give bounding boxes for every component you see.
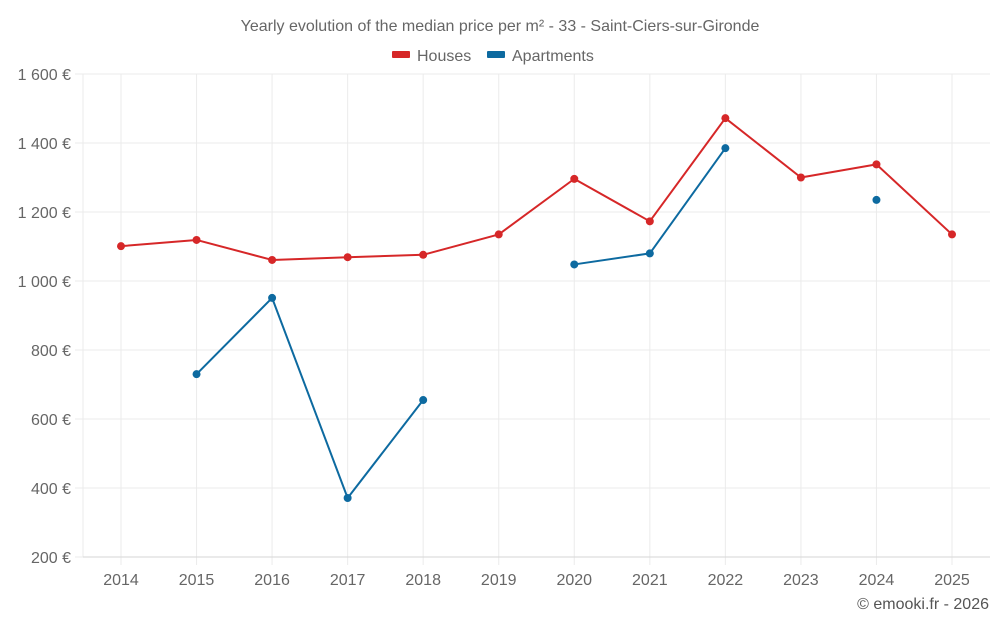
legend-item-apartments[interactable]: Apartments: [487, 48, 594, 65]
data-point-houses[interactable]: [948, 230, 956, 239]
x-tick-label: 2018: [405, 572, 441, 589]
data-point-apartments[interactable]: [343, 494, 352, 503]
x-tick-label: 2014: [103, 572, 139, 589]
series-apartments: [192, 144, 881, 503]
data-point-apartments[interactable]: [872, 195, 881, 204]
data-point-houses[interactable]: [721, 114, 730, 123]
x-tick-label: 2016: [254, 572, 290, 589]
x-tick-label: 2015: [179, 572, 215, 589]
data-point-houses[interactable]: [494, 230, 503, 239]
x-tick-label: 2020: [556, 572, 592, 589]
series-line-houses: [120, 117, 953, 261]
series-layer: [117, 114, 956, 503]
data-point-apartments[interactable]: [645, 249, 654, 258]
data-point-apartments[interactable]: [570, 260, 579, 269]
series-line-apartments: [195, 296, 424, 500]
data-point-houses[interactable]: [117, 242, 125, 251]
x-tick-label: 2019: [481, 572, 517, 589]
legend-label-houses: Houses: [417, 48, 471, 65]
data-point-apartments[interactable]: [268, 293, 277, 302]
x-tick-label: 2023: [783, 572, 819, 589]
x-tick-label: 2025: [934, 572, 970, 589]
y-tick-label: 1 600 €: [18, 67, 71, 84]
data-point-houses[interactable]: [268, 255, 277, 264]
grid: [82, 73, 990, 557]
data-point-houses[interactable]: [570, 174, 579, 183]
x-tick-label: 2024: [859, 572, 895, 589]
data-point-houses[interactable]: [796, 173, 805, 182]
y-tick-label: 800 €: [31, 343, 71, 360]
data-point-apartments[interactable]: [419, 396, 428, 405]
chart-title: Yearly evolution of the median price per…: [241, 18, 760, 35]
y-tick-label: 1 200 €: [18, 205, 71, 222]
y-tick-label: 600 €: [31, 412, 71, 429]
data-point-houses[interactable]: [645, 217, 654, 226]
y-tick-label: 1 400 €: [18, 136, 71, 153]
legend: Houses Apartments: [392, 48, 594, 65]
x-tick-label: 2017: [330, 572, 366, 589]
data-point-houses[interactable]: [192, 235, 201, 244]
y-tick-label: 1 000 €: [18, 274, 71, 291]
y-tick-label: 200 €: [31, 550, 71, 567]
x-tick-label: 2022: [708, 572, 744, 589]
y-tick-label: 400 €: [31, 481, 71, 498]
data-point-houses[interactable]: [343, 253, 352, 262]
legend-item-houses[interactable]: Houses: [392, 48, 471, 65]
x-tick-label: 2021: [632, 572, 668, 589]
data-point-houses[interactable]: [872, 160, 881, 169]
data-point-houses[interactable]: [419, 250, 428, 259]
y-axis: 200 € 400 € 600 € 800 € 1 000 € 1 200 € 1 400 …: [18, 67, 83, 567]
legend-swatch-houses: [392, 51, 410, 58]
legend-swatch-apartments: [487, 51, 505, 58]
data-point-apartments[interactable]: [721, 144, 730, 153]
data-point-apartments[interactable]: [192, 370, 201, 379]
x-axis: 2014 2015 2016 2017 2018 2019 2020 2021 2022 2023…: [83, 556, 990, 589]
credit-text: © emooki.fr - 2026: [857, 596, 989, 613]
series-houses: [117, 114, 956, 264]
legend-label-apartments: Apartments: [512, 48, 594, 65]
